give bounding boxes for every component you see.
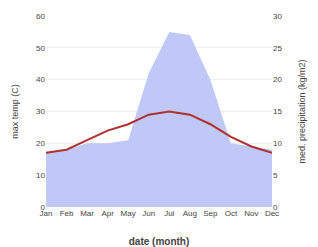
svg-text:15: 15 [273, 107, 282, 116]
svg-text:date (month): date (month) [129, 236, 190, 247]
svg-text:Sep: Sep [203, 209, 218, 218]
svg-text:Oct: Oct [225, 209, 238, 218]
svg-text:30: 30 [36, 107, 45, 116]
svg-text:0: 0 [41, 203, 46, 212]
svg-text:5: 5 [273, 171, 278, 180]
svg-text:0: 0 [273, 203, 278, 212]
svg-text:20: 20 [273, 75, 282, 84]
svg-text:Jun: Jun [142, 209, 155, 218]
svg-text:Apr: Apr [101, 209, 114, 218]
svg-text:10: 10 [36, 171, 45, 180]
svg-text:25: 25 [273, 44, 282, 53]
svg-text:Mar: Mar [80, 209, 94, 218]
svg-text:Dec: Dec [265, 209, 279, 218]
svg-text:May: May [121, 209, 136, 218]
svg-text:60: 60 [36, 12, 45, 21]
svg-text:Aug: Aug [183, 209, 197, 218]
svg-text:Feb: Feb [60, 209, 74, 218]
svg-text:Nov: Nov [244, 209, 258, 218]
svg-text:Jan: Jan [40, 209, 53, 218]
svg-text:10: 10 [273, 139, 282, 148]
svg-text:med. precipitation (kg/m2): med. precipitation (kg/m2) [297, 59, 307, 163]
svg-text:30: 30 [273, 12, 282, 21]
svg-text:max temp (C): max temp (C) [10, 84, 20, 139]
svg-text:50: 50 [36, 44, 45, 53]
svg-text:20: 20 [36, 139, 45, 148]
svg-text:40: 40 [36, 75, 45, 84]
svg-text:Jul: Jul [164, 209, 174, 218]
